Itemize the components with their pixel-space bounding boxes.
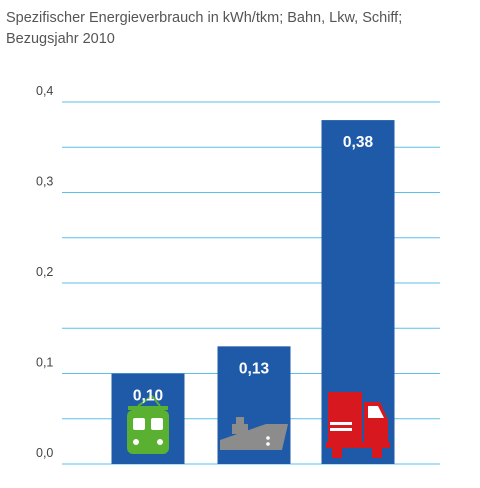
truck-trailer	[328, 392, 362, 442]
pantograph	[137, 395, 153, 407]
y-tick-label: 0,1	[36, 356, 53, 370]
y-tick-label: 0,4	[36, 84, 53, 98]
window-right	[151, 418, 163, 430]
truck-bumper	[326, 442, 390, 448]
truck-wheel	[332, 448, 342, 458]
ship-icon	[220, 417, 288, 450]
data-label: 0,38	[343, 134, 374, 151]
train-icon	[127, 395, 169, 454]
y-tick-label: 0,0	[36, 446, 53, 460]
train-body	[127, 410, 169, 454]
bar-icons	[127, 392, 390, 458]
ship-mast	[236, 417, 244, 424]
headlight-left	[133, 439, 139, 445]
porthole	[266, 442, 270, 446]
data-labels: 0,10 0,13 0,38	[133, 134, 374, 404]
grille-line	[330, 422, 352, 425]
data-label: 0,13	[239, 360, 270, 377]
chart-title-line-2: Bezugsjahr 2010	[6, 31, 115, 47]
roof	[128, 406, 168, 410]
truck-icon	[326, 392, 390, 458]
pantograph-arm	[151, 395, 161, 407]
y-tick-label: 0,2	[36, 265, 53, 279]
grille-line	[330, 428, 352, 431]
chart-title-line-1: Spezifischer Energieverbrauch in kWh/tkm…	[6, 10, 403, 26]
y-tick-label: 0,3	[36, 175, 53, 189]
porthole	[266, 436, 270, 440]
headlight-right	[157, 439, 163, 445]
data-label: 0,10	[133, 388, 163, 405]
window-left	[133, 418, 145, 430]
chart-title: Spezifischer Energieverbrauch in kWh/tkm…	[6, 8, 446, 50]
ship-bridge	[232, 424, 248, 434]
ship-hull	[220, 424, 288, 450]
y-axis-ticks: 0,0 0,1 0,2 0,3 0,4	[36, 84, 53, 460]
truck-window	[368, 406, 384, 418]
truck-wheel	[372, 448, 382, 458]
